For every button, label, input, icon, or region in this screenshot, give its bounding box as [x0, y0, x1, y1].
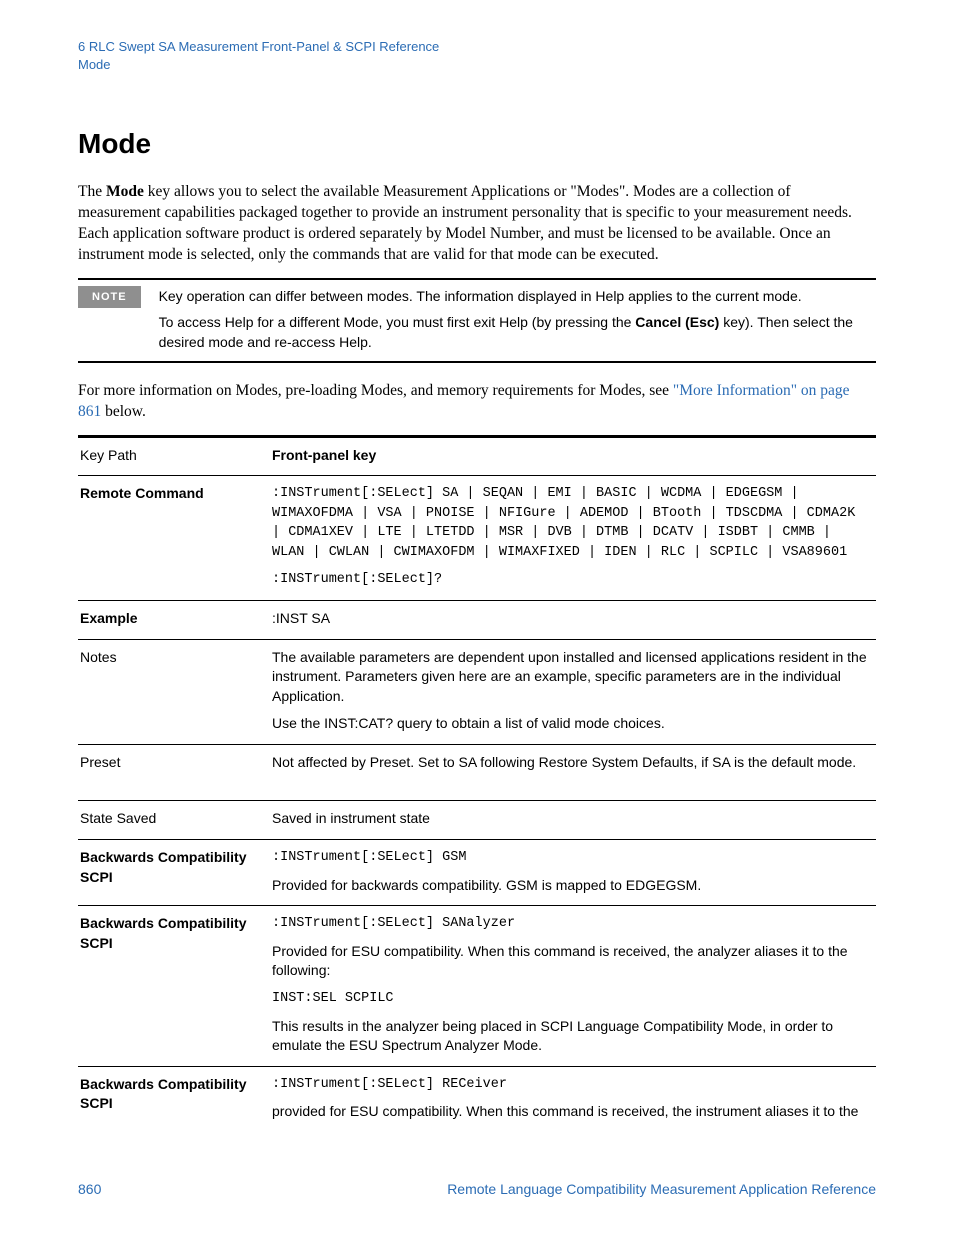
intro-paragraph: The Mode key allows you to select the av…	[78, 182, 876, 266]
table-label: Remote Command	[78, 476, 270, 601]
table-cell-block: :INSTrument[:SELect]?	[272, 570, 870, 590]
table-label: Preset	[78, 744, 270, 801]
intro-suffix: key allows you to select the available M…	[78, 183, 852, 263]
table-label: Notes	[78, 639, 270, 744]
table-value: Front-panel key	[270, 436, 876, 476]
note-badge: NOTE	[78, 286, 141, 308]
breadcrumb-line-2: Mode	[78, 57, 111, 72]
table-cell-block: The available parameters are dependent u…	[272, 648, 870, 707]
note-text: Key operation can differ between modes. …	[159, 286, 876, 353]
intro-prefix: The	[78, 183, 106, 200]
table-value: :INST SA	[270, 600, 876, 639]
table-value: The available parameters are dependent u…	[270, 639, 876, 744]
page-footer: 860 Remote Language Compatibility Measur…	[78, 1181, 876, 1197]
table-cell-block: Use the INST:CAT? query to obtain a list…	[272, 714, 870, 734]
table-cell-block: :INSTrument[:SELect] SA | SEQAN | EMI | …	[272, 484, 870, 562]
table-cell-block: :INSTrument[:SELect] GSM	[272, 848, 870, 868]
after-note-paragraph: For more information on Modes, pre-loadi…	[78, 381, 876, 423]
table-value: :INSTrument[:SELect] SA | SEQAN | EMI | …	[270, 476, 876, 601]
table-cell-block: Provided for backwards compatibility. GS…	[272, 876, 870, 896]
table-cell-block: Front-panel key	[272, 446, 870, 466]
note-block: NOTE Key operation can differ between mo…	[78, 278, 876, 363]
note-line-2-bold: Cancel (Esc)	[635, 314, 719, 330]
table-cell-block: :INSTrument[:SELect] SANalyzer	[272, 914, 870, 934]
after-note-pre: For more information on Modes, pre-loadi…	[78, 382, 673, 399]
table-cell-block: provided for ESU compatibility. When thi…	[272, 1102, 870, 1122]
table-label: Backwards Compatibility SCPI	[78, 906, 270, 1067]
table-cell-block: This results in the analyzer being place…	[272, 1017, 870, 1056]
reference-table: Key PathFront-panel keyRemote Command:IN…	[78, 435, 876, 1132]
table-label: Backwards Compatibility SCPI	[78, 840, 270, 906]
table-cell-block: Provided for ESU compatibility. When thi…	[272, 942, 870, 981]
table-cell-block: Not affected by Preset. Set to SA follow…	[272, 753, 870, 773]
table-value: Saved in instrument state	[270, 801, 876, 840]
table-cell-block: :INSTrument[:SELect] RECeiver	[272, 1075, 870, 1095]
note-line-2-pre: To access Help for a different Mode, you…	[159, 314, 636, 330]
table-label: Key Path	[78, 436, 270, 476]
note-line-2: To access Help for a different Mode, you…	[159, 312, 876, 353]
table-value: Not affected by Preset. Set to SA follow…	[270, 744, 876, 801]
note-line-1: Key operation can differ between modes. …	[159, 286, 876, 306]
breadcrumb-line-1: 6 RLC Swept SA Measurement Front-Panel &…	[78, 39, 439, 54]
table-label: Backwards Compatibility SCPI	[78, 1066, 270, 1132]
table-value: :INSTrument[:SELect] SANalyzer Provided f…	[270, 906, 876, 1067]
table-cell-block: INST:SEL SCPILC	[272, 989, 870, 1009]
page: 6 RLC Swept SA Measurement Front-Panel &…	[0, 0, 954, 1235]
footer-title: Remote Language Compatibility Measuremen…	[447, 1181, 876, 1197]
table-value: :INSTrument[:SELect] RECeiver provided fo…	[270, 1066, 876, 1132]
table-cell-block: Saved in instrument state	[272, 809, 870, 829]
after-note-post: below.	[101, 403, 146, 420]
table-label: State Saved	[78, 801, 270, 840]
table-cell-block: :INST SA	[272, 609, 870, 629]
intro-bold: Mode	[106, 183, 144, 200]
page-number: 860	[78, 1181, 101, 1197]
table-value: :INSTrument[:SELect] GSM Provided for bac…	[270, 840, 876, 906]
page-title: Mode	[78, 128, 876, 160]
breadcrumb: 6 RLC Swept SA Measurement Front-Panel &…	[78, 38, 876, 73]
table-label: Example	[78, 600, 270, 639]
